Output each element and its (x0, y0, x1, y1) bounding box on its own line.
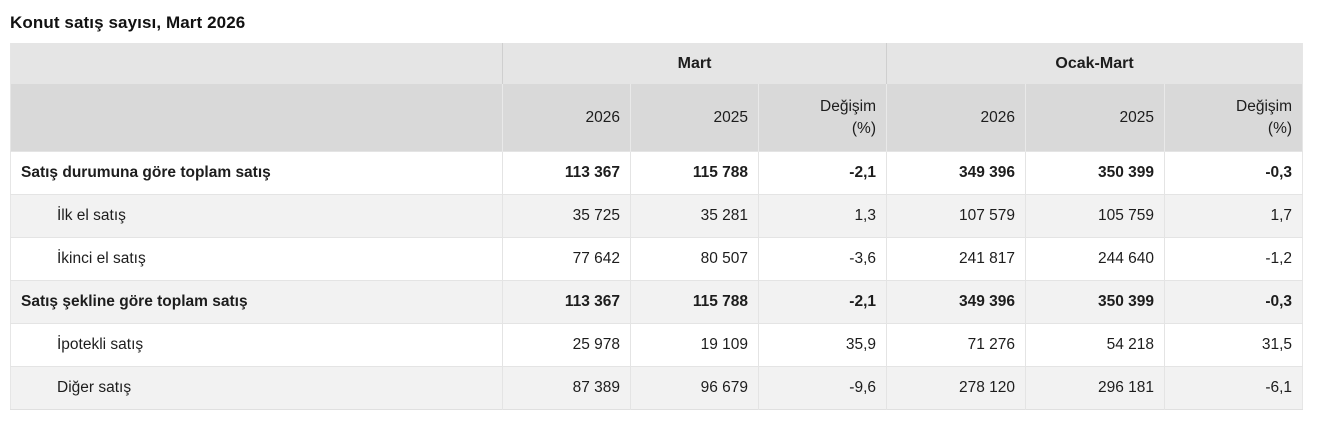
cell-value: 1,7 (1163, 194, 1303, 238)
column-group-ocak-mart: Ocak-Mart (885, 43, 1303, 84)
row-label: İkinci el satış (10, 237, 503, 281)
cell-value: 105 759 (1025, 194, 1165, 238)
header-ocakmart-2025: 2025 (1025, 84, 1165, 152)
cell-value: 349 396 (886, 280, 1026, 324)
cell-value: 71 276 (886, 323, 1026, 367)
table-body: Satış durumuna göre toplam satış 113 367… (10, 151, 1303, 410)
cell-value: 244 640 (1025, 237, 1165, 281)
cell-value: -2,1 (758, 280, 887, 324)
table-row: Satış durumuna göre toplam satış 113 367… (10, 151, 1303, 195)
header-mart-2025: 2025 (630, 84, 759, 152)
header-mart-2026: 2026 (502, 84, 631, 152)
empty-header-cell (10, 84, 503, 152)
row-label: Satış durumuna göre toplam satış (10, 151, 503, 195)
cell-value: 54 218 (1025, 323, 1165, 367)
cell-value: 278 120 (886, 366, 1026, 410)
row-label: Satış şekline göre toplam satış (10, 280, 503, 324)
cell-value: 349 396 (886, 151, 1026, 195)
cell-value: 35 725 (502, 194, 631, 238)
cell-value: 87 389 (502, 366, 631, 410)
table-row: Diğer satış 87 389 96 679 -9,6 278 120 2… (10, 366, 1303, 410)
cell-value: 115 788 (630, 151, 759, 195)
cell-value: 350 399 (1025, 280, 1165, 324)
cell-value: -6,1 (1163, 366, 1303, 410)
sub-header-row: 2026 2025 Değişim (%) 2026 2025 Değişim … (10, 84, 1303, 152)
cell-value: -3,6 (758, 237, 887, 281)
cell-value: -0,3 (1163, 151, 1303, 195)
row-label: İlk el satış (10, 194, 503, 238)
cell-value: 350 399 (1025, 151, 1165, 195)
cell-value: 25 978 (502, 323, 631, 367)
table-header: Mart Ocak-Mart 2026 2025 Değişim (%) 202… (10, 43, 1303, 152)
cell-value: 241 817 (886, 237, 1026, 281)
table-row: İlk el satış 35 725 35 281 1,3 107 579 1… (10, 194, 1303, 238)
header-ocakmart-change: Değişim (%) (1163, 84, 1303, 152)
cell-value: -1,2 (1163, 237, 1303, 281)
cell-value: 113 367 (502, 280, 631, 324)
row-label: İpotekli satış (10, 323, 503, 367)
empty-corner-cell (10, 43, 503, 84)
cell-value: 115 788 (630, 280, 759, 324)
cell-value: 35,9 (758, 323, 887, 367)
cell-value: 113 367 (502, 151, 631, 195)
cell-value: 31,5 (1163, 323, 1303, 367)
page-title: Konut satış sayısı, Mart 2026 (10, 13, 246, 32)
row-label: Diğer satış (10, 366, 503, 410)
table-row: Satış şekline göre toplam satış 113 367 … (10, 280, 1303, 324)
header-mart-change: Değişim (%) (758, 84, 887, 152)
cell-value: 107 579 (886, 194, 1026, 238)
cell-value: -9,6 (758, 366, 887, 410)
cell-value: 296 181 (1025, 366, 1165, 410)
table-row: İpotekli satış 25 978 19 109 35,9 71 276… (10, 323, 1303, 367)
header-ocakmart-2026: 2026 (886, 84, 1026, 152)
column-group-mart: Mart (502, 43, 887, 84)
cell-value: 19 109 (630, 323, 759, 367)
cell-value: 35 281 (630, 194, 759, 238)
cell-value: -0,3 (1163, 280, 1303, 324)
page: Konut satış sayısı, Mart 2026 Mart Ocak-… (10, 13, 1304, 410)
table-row: İkinci el satış 77 642 80 507 -3,6 241 8… (10, 237, 1303, 281)
housing-sales-table: Mart Ocak-Mart 2026 2025 Değişim (%) 202… (10, 43, 1304, 410)
cell-value: 1,3 (758, 194, 887, 238)
cell-value: 80 507 (630, 237, 759, 281)
cell-value: 77 642 (502, 237, 631, 281)
cell-value: -2,1 (758, 151, 887, 195)
column-group-row: Mart Ocak-Mart (10, 43, 1303, 84)
cell-value: 96 679 (630, 366, 759, 410)
